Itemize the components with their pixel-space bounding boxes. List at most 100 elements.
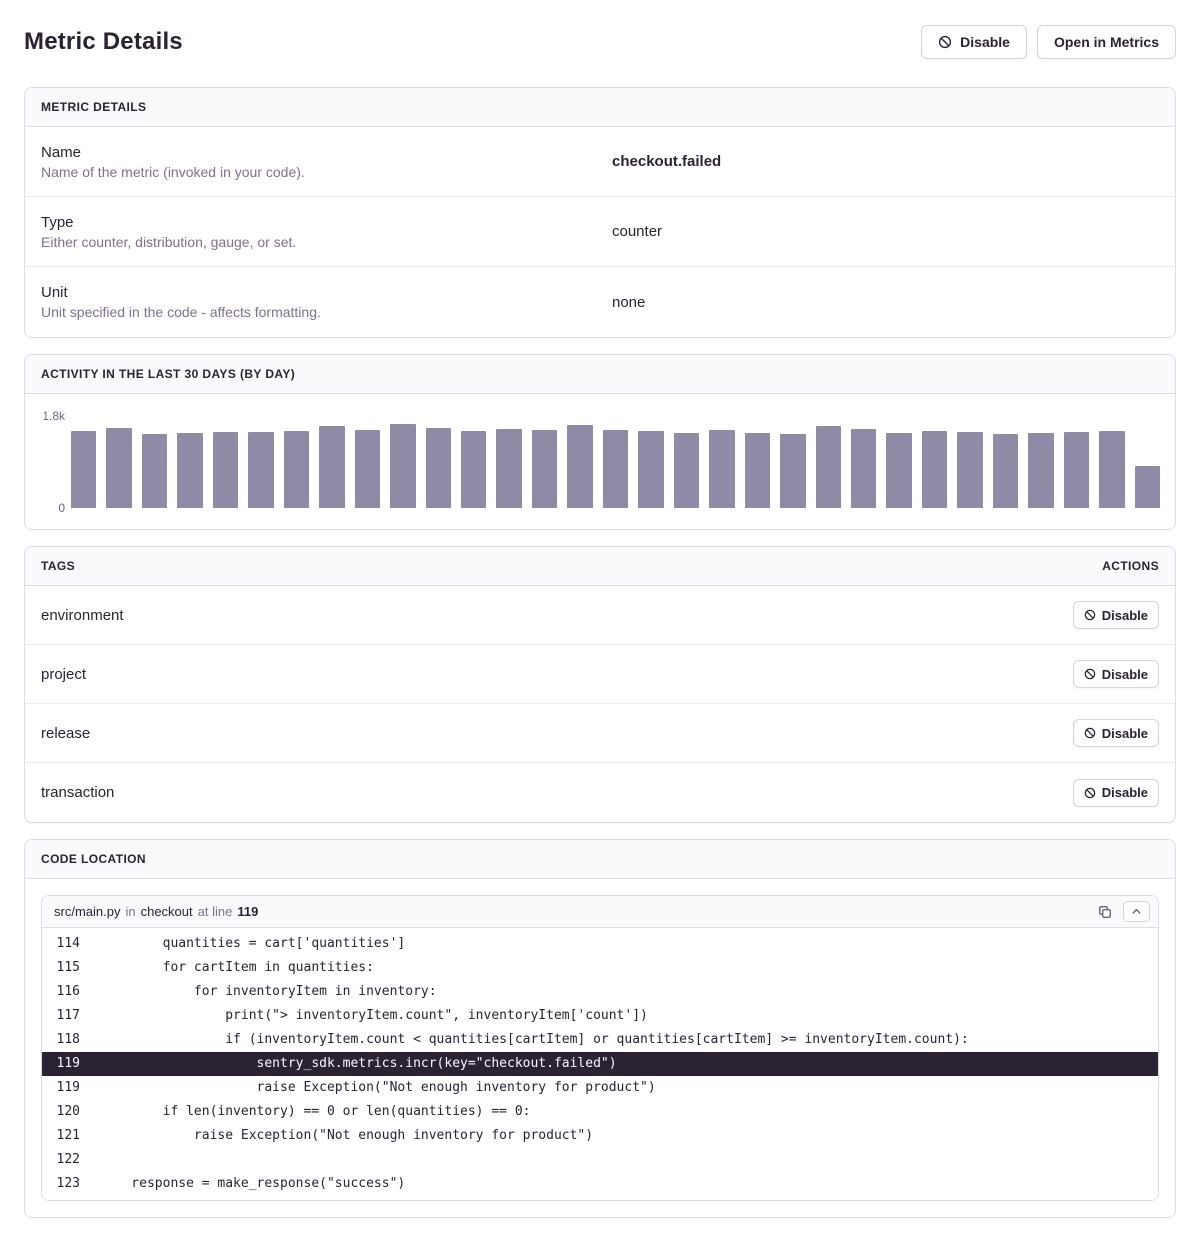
activity-bar: [1134, 466, 1161, 508]
activity-bar: [815, 426, 841, 508]
line-number: 116: [56, 984, 80, 999]
metric-details-panel: METRIC DETAILS Name Name of the metric (…: [24, 87, 1176, 338]
activity-bar: [744, 433, 771, 508]
activity-bar: [425, 428, 451, 508]
tag-row: environment Disable: [25, 586, 1175, 645]
metric-unit-row: Unit Unit specified in the code - affect…: [25, 267, 1175, 337]
ban-icon: [1084, 787, 1096, 798]
line-text: response = make_response("success"): [100, 1176, 406, 1191]
code-line: 121 raise Exception("Not enough inventor…: [42, 1124, 1158, 1148]
copy-button[interactable]: [1093, 901, 1117, 923]
tag-name: release: [41, 724, 91, 742]
line-number: 114: [56, 936, 80, 951]
activity-bar: [531, 430, 558, 508]
activity-bar: [638, 430, 664, 508]
chevron-up-icon: [1132, 908, 1141, 914]
code-line: 114 quantities = cart['quantities']: [42, 932, 1158, 956]
activity-bar: [141, 434, 168, 508]
ban-icon: [1084, 727, 1096, 739]
y-axis-max-label: 1.8k: [42, 409, 65, 423]
tag-row: release Disable: [25, 704, 1175, 763]
code-file-path: src/main.py: [54, 904, 121, 919]
metric-unit-description: Unit specified in the code - affects for…: [41, 304, 321, 320]
y-axis-min-label: 0: [58, 501, 65, 515]
activity-bar: [1028, 432, 1054, 508]
metric-details-header-label: METRIC DETAILS: [41, 100, 147, 114]
activity-bar: [248, 432, 274, 508]
tag-disable-button[interactable]: Disable: [1072, 601, 1159, 629]
code-line: 122: [42, 1148, 1158, 1172]
copy-icon: [1099, 905, 1111, 918]
line-text: if (inventoryItem.count < quantities[car…: [100, 1032, 969, 1047]
tag-disable-button[interactable]: Disable: [1072, 719, 1159, 747]
activity-bar: [886, 433, 912, 508]
code-line: 118 if (inventoryItem.count < quantities…: [42, 1028, 1158, 1052]
code-line: 117 print("> inventoryItem.count", inven…: [42, 1004, 1158, 1028]
tag-disable-button[interactable]: Disable: [1072, 660, 1159, 688]
activity-bar: [673, 432, 700, 508]
activity-bar: [177, 433, 203, 508]
activity-bar: [496, 428, 522, 508]
tags-actions-header-label: ACTIONS: [1102, 559, 1159, 573]
tags-panel-header: TAGS ACTIONS: [25, 547, 1175, 586]
line-number: 119: [56, 1056, 80, 1071]
activity-bars: 1.8k 0: [42, 409, 1161, 515]
activity-chart: 1.8k 0: [25, 394, 1175, 529]
metric-type-description: Either counter, distribution, gauge, or …: [41, 233, 297, 250]
line-text: sentry_sdk.metrics.incr(key="checkout.fa…: [100, 1056, 617, 1071]
line-number: 123: [56, 1176, 80, 1191]
tag-row: transaction Disable: [25, 763, 1175, 822]
line-text: [80, 1148, 100, 1172]
activity-header-label: ACTIVITY IN THE LAST 30 DAYS (BY DAY): [41, 367, 296, 381]
metric-type-label: Type: [41, 213, 74, 231]
activity-bar: [106, 427, 132, 508]
metric-name-description: Name of the metric (invoked in your code…: [41, 163, 305, 180]
collapse-button[interactable]: [1123, 901, 1150, 922]
activity-panel: ACTIVITY IN THE LAST 30 DAYS (BY DAY) 1.…: [24, 354, 1176, 530]
disable-button-label: Disable: [960, 34, 1010, 50]
disable-button[interactable]: Disable: [921, 25, 1027, 59]
line-number: 122: [56, 1152, 80, 1167]
activity-bar: [212, 432, 239, 508]
line-number: 118: [56, 1032, 80, 1047]
code-location-panel-header: CODE LOCATION: [25, 840, 1175, 879]
activity-bar: [780, 434, 806, 508]
tag-row: project Disable: [25, 645, 1175, 704]
code-line-number: 119: [237, 904, 259, 919]
activity-bar: [602, 430, 629, 508]
line-number: 121: [56, 1128, 80, 1143]
activity-bar: [1063, 432, 1090, 508]
open-in-metrics-button[interactable]: Open in Metrics: [1036, 25, 1176, 59]
metric-unit-label: Unit: [41, 284, 68, 301]
ban-icon: [939, 35, 952, 49]
activity-bar: [957, 432, 983, 508]
line-text: if len(inventory) == 0 or len(quantities…: [100, 1104, 531, 1119]
metric-unit-value: none: [612, 293, 646, 311]
ban-icon: [1084, 609, 1096, 621]
activity-bar: [354, 430, 381, 508]
activity-bar: [1099, 430, 1125, 508]
tag-disable-label: Disable: [1101, 785, 1148, 800]
tag-disable-label: Disable: [1101, 607, 1148, 623]
activity-bar: [460, 431, 487, 508]
activity-bar: [921, 431, 948, 508]
line-text: for inventoryItem in inventory:: [100, 984, 437, 999]
activity-bar: [71, 431, 97, 508]
code-line: 123 response = make_response("success"): [42, 1172, 1158, 1196]
activity-bar: [567, 424, 593, 508]
metric-name-row: Name Name of the metric (invoked in your…: [25, 127, 1175, 197]
activity-bar: [283, 430, 310, 508]
code-line: 119 sentry_sdk.metrics.incr(key="checkou…: [42, 1052, 1158, 1076]
code-frame: src/main.py in checkout at line 119: [41, 895, 1159, 1201]
code-location-panel: CODE LOCATION src/main.py in checkout at…: [24, 839, 1176, 1218]
tags-list: environment Disable project Disable rele…: [25, 586, 1175, 822]
ban-icon: [1084, 668, 1096, 680]
page-header: Metric Details Disable Open in Metrics: [24, 24, 1176, 60]
metric-type-row: Type Either counter, distribution, gauge…: [25, 197, 1175, 267]
line-text: quantities = cart['quantities']: [100, 936, 406, 951]
line-text: raise Exception("Not enough inventory fo…: [100, 1128, 594, 1143]
code-line: 119 raise Exception("Not enough inventor…: [42, 1076, 1158, 1100]
metric-details-panel-header: METRIC DETAILS: [25, 88, 1175, 127]
activity-bar: [390, 424, 416, 508]
tag-disable-button[interactable]: Disable: [1072, 778, 1159, 807]
